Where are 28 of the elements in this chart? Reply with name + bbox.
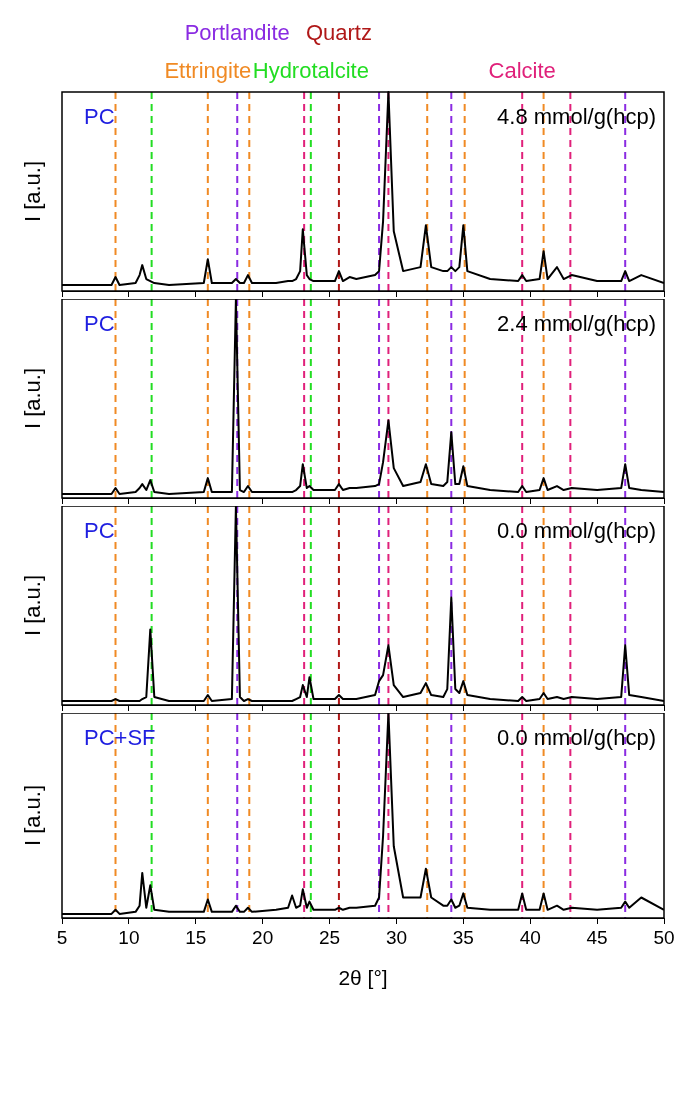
y-axis-title: I [a.u.] xyxy=(20,367,46,430)
y-axis-title: I [a.u.] xyxy=(20,784,46,847)
x-tick-label: 35 xyxy=(452,926,474,948)
x-tick-label: 10 xyxy=(118,926,140,948)
annotation: 0.0 mmol/g(hcp) xyxy=(497,725,656,751)
annotation: PC xyxy=(84,518,115,544)
x-tick-label: 50 xyxy=(653,926,675,948)
annotation: PC+SF xyxy=(84,725,156,751)
y-axis-title: I [a.u.] xyxy=(20,574,46,637)
annotation: 4.8 mmol/g(hcp) xyxy=(497,104,656,130)
x-tick-label: 20 xyxy=(252,926,274,948)
annotation: PC xyxy=(84,311,115,337)
ref-line-label: Hydrotalcite xyxy=(252,58,369,83)
x-axis-title: 2θ [°] xyxy=(338,966,388,990)
x-tick-label: 25 xyxy=(318,926,341,948)
x-tick-label: 30 xyxy=(385,926,408,948)
y-axis-title: I [a.u.] xyxy=(20,160,46,223)
x-tick-label: 40 xyxy=(519,926,541,948)
ref-line-label: Ettringite xyxy=(164,58,252,83)
annotation: 2.4 mmol/g(hcp) xyxy=(497,311,656,337)
annotation: PC xyxy=(84,104,115,130)
x-tick-label: 5 xyxy=(56,926,68,948)
x-tick-label: 15 xyxy=(185,926,207,948)
annotation: 0.0 mmol/g(hcp) xyxy=(497,518,656,544)
ref-line-label: Portlandite xyxy=(184,20,290,45)
ref-line-label: Quartz xyxy=(305,20,372,45)
x-tick-label: 45 xyxy=(586,926,608,948)
ref-line-label: Calcite xyxy=(488,58,556,83)
